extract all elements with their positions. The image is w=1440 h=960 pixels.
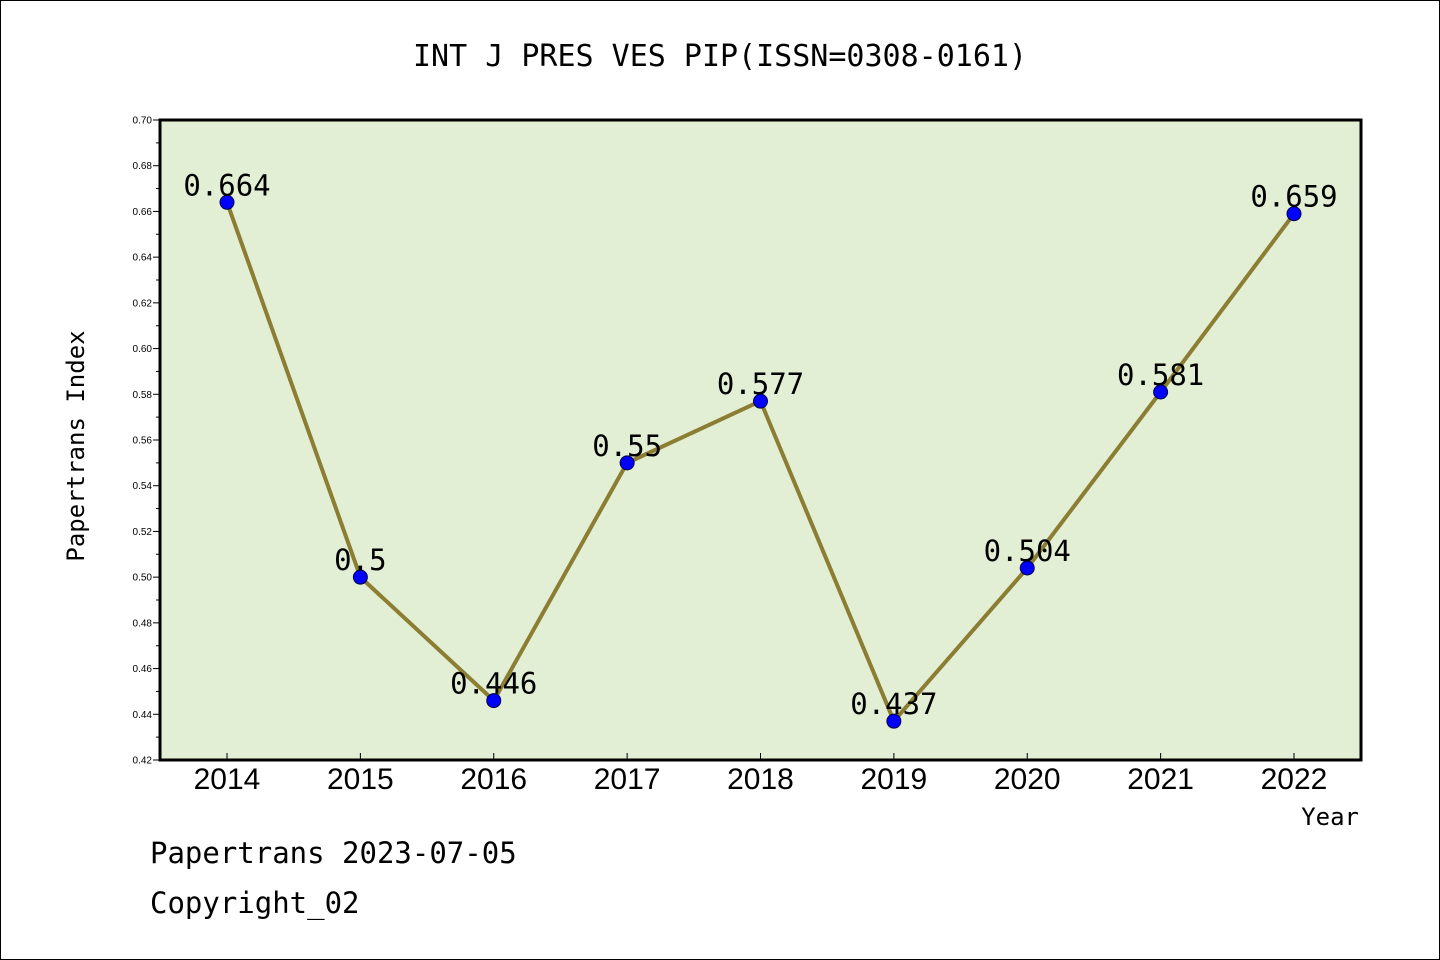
data-label: 0.437 [850, 687, 937, 721]
y-tick-label: 0.56 [133, 436, 153, 447]
y-tick-label: 0.50 [133, 573, 153, 584]
x-tick-label: 2019 [861, 763, 928, 796]
data-label: 0.577 [717, 367, 804, 401]
data-point [1286, 206, 1302, 222]
x-tick-label: 2017 [594, 763, 661, 796]
x-tick-label: 2015 [327, 763, 394, 796]
y-tick-label: 0.48 [133, 618, 153, 629]
y-tick-label: 0.46 [133, 664, 153, 675]
data-point [1019, 560, 1035, 576]
y-tick-label: 0.52 [133, 527, 153, 538]
y-axis-title: Papertrans Index [62, 330, 90, 561]
x-tick-label: 2016 [460, 763, 527, 796]
data-point [753, 393, 768, 409]
data-point [619, 455, 635, 471]
y-tick-label: 0.44 [133, 710, 153, 721]
y-tick-label: 0.68 [133, 161, 153, 172]
data-label: 0.659 [1250, 180, 1337, 214]
y-axis: 0.42 0.44 0.46 0.48 0.50 0.52 0.54 0.56 0.58 0.60… [133, 116, 160, 767]
data-label: 0.446 [450, 667, 537, 701]
x-tick-label: 2021 [1127, 763, 1194, 796]
footer-date: Papertrans 2023-07-05 [150, 836, 517, 870]
footer-copyright: Copyright_02 [150, 886, 360, 920]
x-tick-label: 2014 [194, 763, 261, 796]
data-point [1153, 384, 1169, 400]
data-label-group: 0.664 0.5 0.446 0.55 0.577 0.437 0.504 0.581 0.6… [183, 168, 1337, 721]
data-point [886, 713, 902, 729]
x-tick-label: 2018 [727, 763, 794, 796]
y-tick-label: 0.54 [133, 481, 153, 492]
data-point [219, 194, 235, 210]
data-label: 0.55 [592, 429, 662, 463]
plot-area [160, 120, 1361, 760]
plot-border [158, 118, 1363, 762]
y-tick-label: 0.70 [133, 116, 153, 127]
marker-group [219, 194, 1302, 729]
y-tick-label: 0.58 [133, 390, 153, 401]
data-label: 0.5 [334, 543, 386, 577]
x-axis: 2014 2015 2016 2017 2018 2019 2020 2021 2022 [194, 753, 1328, 796]
data-point [352, 569, 368, 585]
y-tick-label: 0.64 [133, 253, 153, 264]
x-tick-label: 2020 [994, 763, 1061, 796]
y-tick-label: 0.60 [133, 344, 153, 355]
x-tick-label: 2022 [1261, 763, 1328, 796]
data-label: 0.504 [984, 534, 1071, 568]
y-tick-label: 0.42 [133, 756, 153, 767]
data-label: 0.581 [1117, 358, 1204, 392]
data-point [486, 693, 502, 709]
data-label: 0.664 [183, 168, 270, 202]
chart-title: INT J PRES VES PIP(ISSN=0308-0161) [413, 39, 1027, 74]
x-axis-title: Year [1301, 803, 1359, 831]
y-tick-label: 0.62 [133, 298, 153, 309]
y-tick-label: 0.66 [133, 207, 153, 218]
